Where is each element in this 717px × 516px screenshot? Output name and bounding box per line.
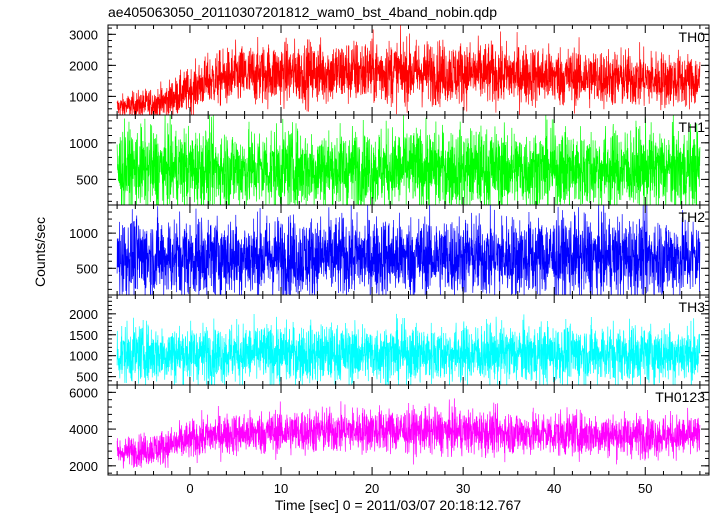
y-tick-label: 6000 xyxy=(69,385,98,400)
y-tick-label: 1000 xyxy=(69,89,98,104)
x-tick-label: 10 xyxy=(274,481,288,496)
y-tick-label: 1000 xyxy=(69,349,98,364)
panel-th0: 1000 2000 3000 TH0 xyxy=(69,24,710,116)
x-axis: 0 10 20 30 40 50 xyxy=(186,481,652,496)
y-tick-label: 1000 xyxy=(69,226,98,241)
panel-th2: 500 1000 TH2 xyxy=(69,204,710,296)
x-tick-label: 30 xyxy=(456,481,470,496)
panel-label-th1: TH1 xyxy=(679,119,706,135)
y-tick-label: 500 xyxy=(76,261,98,276)
y-tick-label: 2000 xyxy=(69,307,98,322)
y-tick-label: 3000 xyxy=(69,27,98,42)
panel-th3: 500 1000 1500 2000 TH3 xyxy=(69,294,710,386)
panels: 1000 2000 3000 TH0 500 1000 TH1 500 1000 TH2 500 10… xyxy=(69,24,710,476)
y-axis-label: Counts/sec xyxy=(32,217,48,287)
x-tick-label: 20 xyxy=(365,481,379,496)
series-line-th0123 xyxy=(116,398,701,469)
y-tick-label: 2000 xyxy=(69,58,98,73)
y-tick-label: 500 xyxy=(76,172,98,187)
y-tick-label: 1000 xyxy=(69,136,98,151)
y-tick-label: 1500 xyxy=(69,328,98,343)
panel-label-th0123: TH0123 xyxy=(655,389,705,405)
panel-label-th3: TH3 xyxy=(679,299,706,315)
x-tick-label: 0 xyxy=(186,481,193,496)
panel-label-th2: TH2 xyxy=(679,209,706,225)
series-line-th2 xyxy=(116,205,701,295)
panel-label-th0: TH0 xyxy=(679,29,706,45)
y-tick-label: 2000 xyxy=(69,459,98,474)
x-tick-label: 40 xyxy=(547,481,561,496)
x-tick-label: 50 xyxy=(638,481,652,496)
series-line-th3 xyxy=(116,313,701,385)
chart-title: ae405063050_20110307201812_wam0_bst_4ban… xyxy=(108,4,497,20)
series-line-th0 xyxy=(116,25,701,115)
y-tick-label: 4000 xyxy=(69,422,98,437)
panel-th1: 500 1000 TH1 xyxy=(69,114,710,206)
x-axis-label: Time [sec] 0 = 2011/03/07 20:18:12.767 xyxy=(275,497,522,513)
y-tick-label: 500 xyxy=(76,370,98,385)
panel-th0123: 2000 4000 6000 TH0123 xyxy=(69,384,710,476)
series-line-th1 xyxy=(116,115,701,205)
